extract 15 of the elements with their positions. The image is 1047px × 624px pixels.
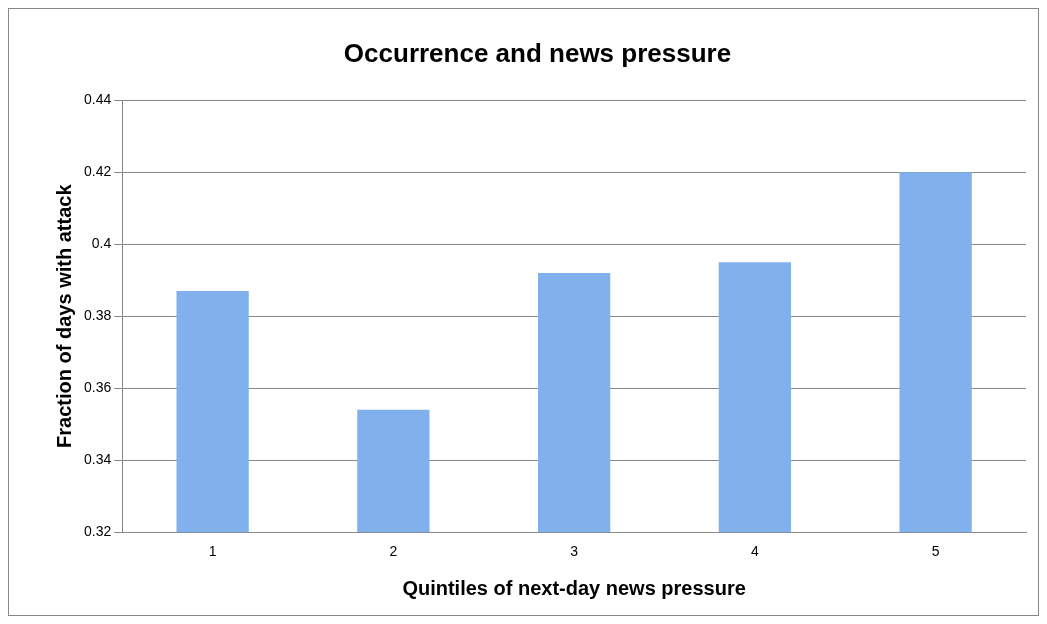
- y-tick-label: 0.32: [84, 523, 112, 540]
- y-tick-label: 0.38: [84, 307, 112, 324]
- y-tick-label: 0.44: [84, 91, 112, 108]
- y-tick-label: 0.34: [84, 451, 112, 468]
- x-tick-label: 5: [931, 543, 940, 560]
- x-tick-label: 4: [750, 543, 759, 560]
- x-tick-label: 2: [389, 543, 398, 560]
- y-tick-label: 0.4: [91, 235, 112, 252]
- x-tick-label: 3: [570, 543, 579, 560]
- chart-title: Occurrence and news pressure: [343, 37, 732, 68]
- y-tick-label: 0.36: [84, 379, 112, 396]
- x-tick-label: 1: [208, 543, 217, 560]
- y-tick-label: 0.42: [84, 163, 112, 180]
- x-axis-title: Quintiles of next-day news pressure: [402, 576, 746, 599]
- y-axis-title: Fraction of days with attack: [52, 183, 75, 448]
